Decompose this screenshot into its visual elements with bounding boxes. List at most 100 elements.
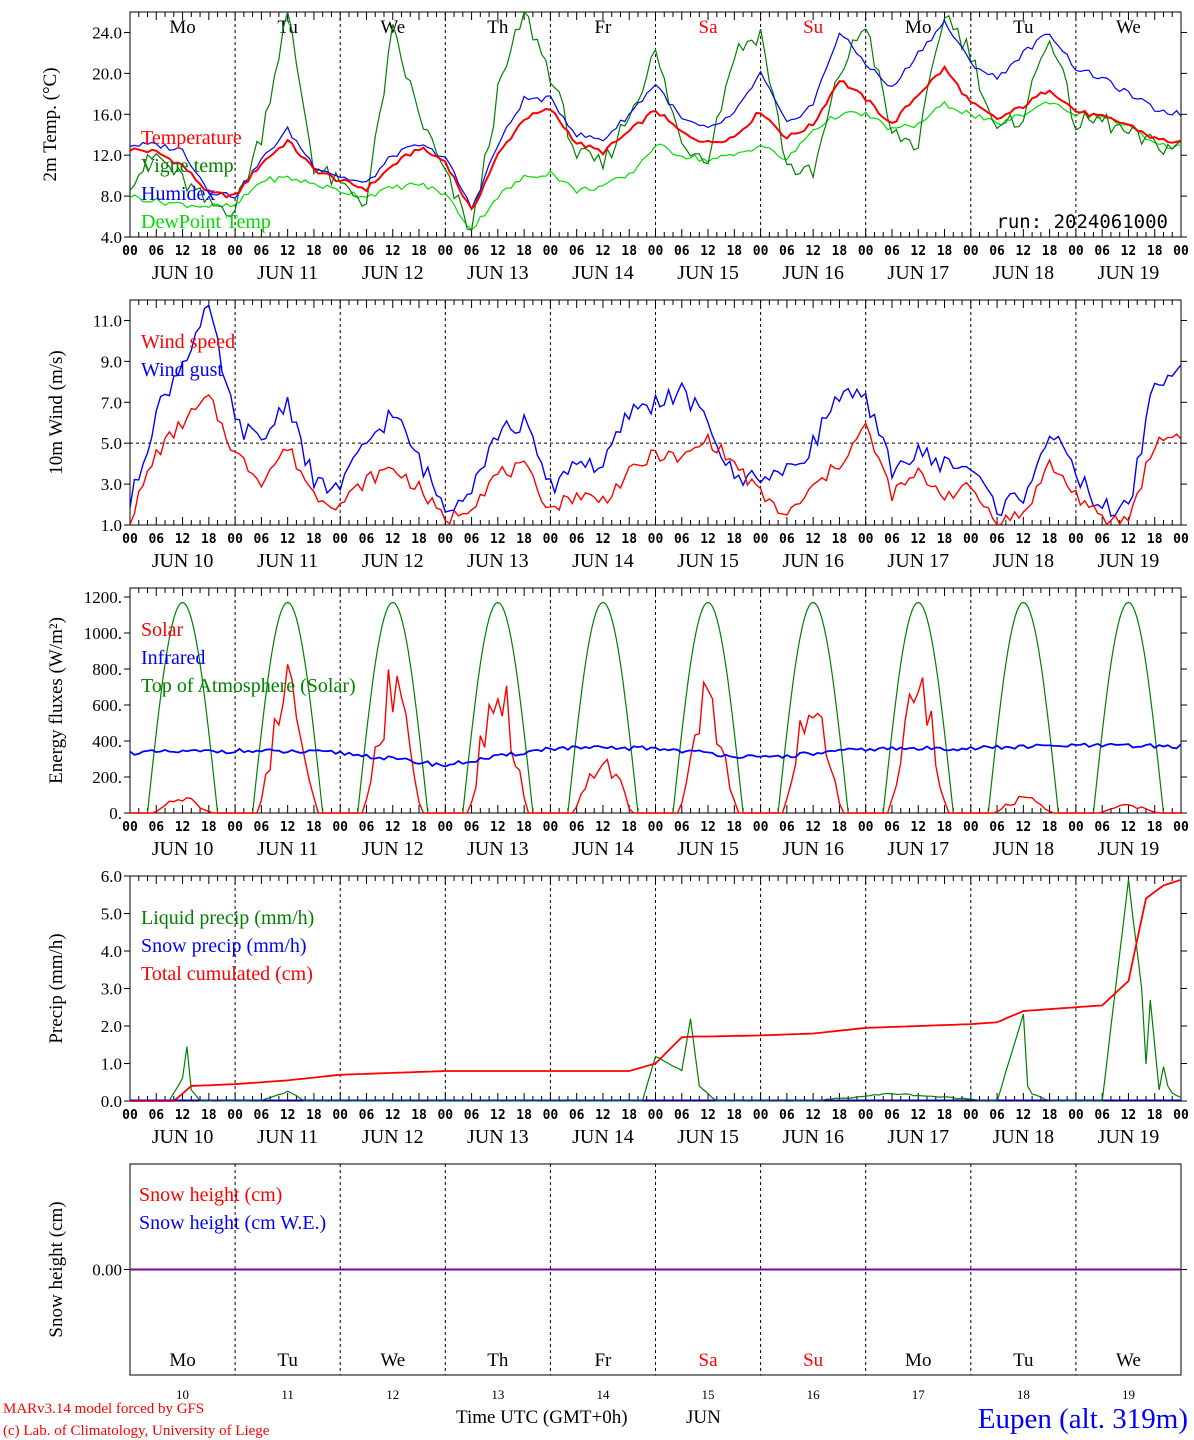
hour-tick-label: 12 (175, 820, 191, 835)
station-label: Eupen (alt. 319m) (978, 1403, 1188, 1435)
legend-entry: Solar (141, 619, 184, 641)
y-tick-label: 4.0 (101, 942, 122, 961)
hour-tick-label: 00 (437, 244, 453, 259)
hour-tick-label: 06 (1094, 532, 1110, 547)
hour-tick-label: 18 (726, 532, 742, 547)
hour-tick-label: 00 (437, 820, 453, 835)
legend-entry: DewPoint Temp (141, 211, 271, 233)
hour-tick-label: 00 (963, 820, 979, 835)
day-abbr: Sa (699, 17, 719, 38)
hour-tick-label: 00 (122, 820, 138, 835)
day-abbr: Su (803, 17, 824, 38)
hour-tick-label: 00 (543, 244, 559, 259)
date-label: JUN 16 (782, 550, 844, 572)
hour-tick-label: 00 (437, 532, 453, 547)
hour-tick-label: 06 (148, 820, 164, 835)
day-abbr: Mo (905, 1350, 931, 1371)
hour-ticks (129, 876, 1182, 1101)
hour-tick-label: 18 (937, 244, 953, 259)
hour-tick-label: 00 (753, 1108, 769, 1123)
hour-tick-label: 18 (937, 820, 953, 835)
y-axis-label: Snow height (cm) (46, 1201, 67, 1337)
hour-tick-label: 00 (858, 820, 874, 835)
panel-3: 00 06 12 18 JUN 10 00 06 12 18 JUN 11 00 06 12 18 JUN … (46, 587, 1189, 860)
hour-tick-label: 00 (1068, 244, 1084, 259)
hour-tick-label: 18 (306, 532, 322, 547)
hour-tick-label: 06 (674, 820, 690, 835)
hour-tick-label: 06 (569, 1108, 585, 1123)
hour-tick-label: 06 (569, 820, 585, 835)
hour-tick-label: 06 (884, 1108, 900, 1123)
y-tick-label: 5.0 (101, 434, 122, 453)
hour-tick-label: 18 (516, 1108, 532, 1123)
hour-tick-label: 06 (989, 532, 1005, 547)
hour-tick-label: 18 (726, 244, 742, 259)
hour-tick-label: 06 (254, 532, 270, 547)
day-number: 12 (386, 1387, 399, 1402)
hour-tick-label: 06 (884, 244, 900, 259)
date-label: JUN 11 (257, 550, 318, 572)
hour-tick-label: 00 (543, 1108, 559, 1123)
hour-tick-label: 12 (280, 244, 296, 259)
hour-tick-label: 12 (910, 820, 926, 835)
hour-tick-label: 18 (1042, 1108, 1058, 1123)
hour-tick-label: 12 (490, 532, 506, 547)
hour-tick-label: 18 (1147, 820, 1163, 835)
day-number: 10 (176, 1387, 189, 1402)
hour-tick-label: 12 (700, 532, 716, 547)
y-tick-label: 4.0 (101, 228, 122, 247)
hour-tick-label: 18 (1042, 820, 1058, 835)
hour-ticks (129, 300, 1182, 525)
month-label: JUN (686, 1407, 721, 1428)
date-label: JUN 15 (677, 838, 739, 860)
hour-tick-label: 00 (963, 532, 979, 547)
hour-tick-label: 18 (201, 244, 217, 259)
date-label: JUN 15 (677, 262, 739, 284)
hour-tick-label: 00 (753, 820, 769, 835)
date-label: JUN 13 (467, 262, 529, 284)
hour-tick-label: 06 (1094, 244, 1110, 259)
hour-tick-label: 12 (805, 1108, 821, 1123)
day-abbr: Mo (905, 17, 931, 38)
hour-tick-label: 00 (227, 244, 243, 259)
hour-tick-label: 00 (963, 244, 979, 259)
hour-tick-label: 18 (621, 532, 637, 547)
hour-tick-label: 12 (910, 244, 926, 259)
hour-tick-label: 12 (280, 1108, 296, 1123)
hour-tick-label: 18 (1042, 244, 1058, 259)
date-label: JUN 10 (152, 550, 214, 572)
hour-tick-label: 06 (254, 1108, 270, 1123)
date-label: JUN 11 (257, 1126, 318, 1148)
date-label: JUN 18 (993, 838, 1055, 860)
date-label: JUN 12 (362, 838, 424, 860)
panel-4: 00 06 12 18 JUN 10 00 06 12 18 JUN 11 00 06 12 18 JUN … (46, 867, 1189, 1148)
hour-tick-label: 00 (648, 1108, 664, 1123)
panel-1: 00 06 12 18 JUN 10 00 06 12 18 JUN 11 00 06 12 18 JUN … (40, 11, 1189, 284)
hour-tick-label: 00 (1068, 820, 1084, 835)
hour-tick-label: 00 (963, 1108, 979, 1123)
legend-entry: Humidex (141, 183, 215, 205)
hour-tick-label: 12 (700, 244, 716, 259)
hour-tick-label: 06 (674, 1108, 690, 1123)
hour-tick-label: 00 (753, 244, 769, 259)
hour-tick-label: 18 (516, 820, 532, 835)
date-label: JUN 16 (782, 262, 844, 284)
hour-tick-label: 06 (148, 244, 164, 259)
footer: MARv3.14 model forced by GFS (c) Lab. of … (3, 1401, 1188, 1439)
panel-frame (129, 11, 1182, 238)
date-label: JUN 19 (1098, 262, 1160, 284)
hour-tick-label: 18 (726, 820, 742, 835)
y-tick-label: 0. (109, 804, 122, 823)
date-label: JUN 16 (782, 838, 844, 860)
hour-tick-label: 00 (858, 1108, 874, 1123)
legend-entry: Top of Atmosphere (Solar) (141, 675, 356, 697)
date-label: JUN 12 (362, 550, 424, 572)
date-label: JUN 12 (362, 1126, 424, 1148)
panel-5: 0.00 Snow height (cm) Snow height (cm) Snow… (46, 1163, 1187, 1402)
legend-entry: Infrared (141, 647, 205, 669)
hour-tick-label: 06 (464, 820, 480, 835)
y-tick-label: 1.0 (101, 516, 122, 535)
legend-entry: Temperature (141, 127, 242, 149)
hour-tick-label: 00 (122, 532, 138, 547)
day-abbr: Tu (277, 1350, 298, 1371)
